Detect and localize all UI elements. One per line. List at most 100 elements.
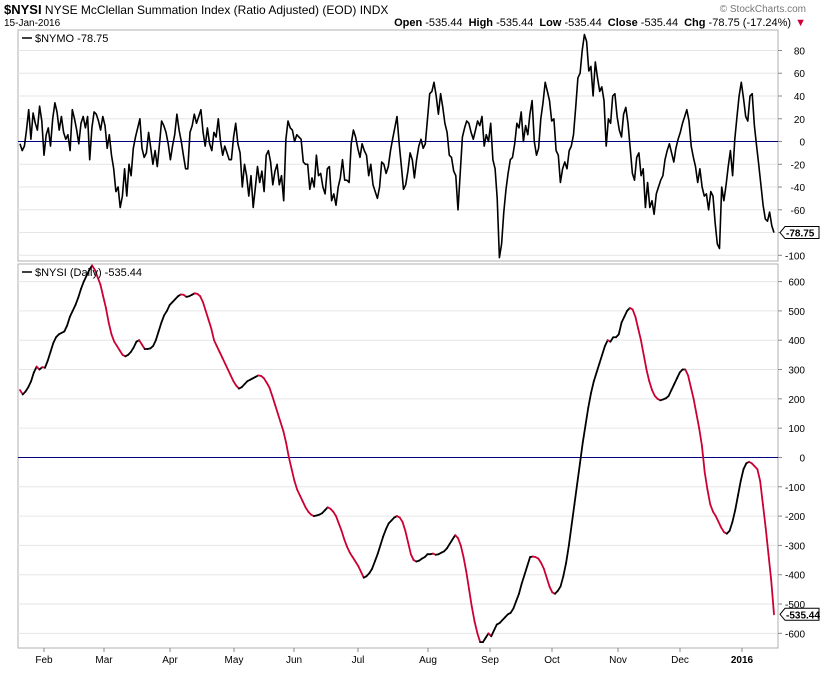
nysi-line-segment <box>730 522 733 531</box>
nysi-line-segment <box>214 340 217 346</box>
nysi-line-segment <box>691 387 694 399</box>
nysi-line-segment <box>541 563 544 569</box>
nysi-line-segment <box>563 563 566 576</box>
nysi-line-segment <box>386 523 389 529</box>
y-tick-label-nysi: 200 <box>788 395 805 406</box>
nysi-line-segment <box>109 323 112 335</box>
nysi-line-segment <box>281 422 284 431</box>
quote-value-close: -535.44 <box>638 17 678 29</box>
nysi-line-segment <box>48 352 51 361</box>
y-tick-label-nysi: 500 <box>788 307 805 318</box>
nysi-line-segment <box>744 463 747 469</box>
nysi-line-segment <box>50 343 53 352</box>
nysi-line-segment <box>566 545 569 563</box>
nysi-line-segment <box>380 537 383 546</box>
nysi-line-segment <box>222 358 225 364</box>
nysi-line-segment <box>591 381 594 393</box>
x-tick-label: 2016 <box>731 655 754 666</box>
nysi-line-segment <box>635 317 638 329</box>
nysi-line-segment <box>225 364 228 370</box>
y-tick-label-nymo: -60 <box>791 206 806 217</box>
y-tick-label-nymo: 80 <box>794 46 806 57</box>
nysi-line-segment <box>361 572 364 578</box>
exchange-label: INDX <box>360 3 389 17</box>
nysi-line-segment <box>475 622 478 634</box>
nysi-line-segment <box>70 311 73 317</box>
nysi-line-segment <box>638 328 641 340</box>
nysi-line-segment <box>649 381 652 390</box>
legend-nysi: $NYSI (Daily) -535.44 <box>35 267 142 279</box>
nysi-line-segment <box>674 378 677 384</box>
nysi-line-segment <box>289 457 292 469</box>
nysi-line-segment <box>231 375 234 381</box>
nysi-line-segment <box>342 531 345 540</box>
nysi-line-segment <box>597 364 600 373</box>
x-tick-label: Sep <box>481 655 499 666</box>
y-tick-label-nymo: 40 <box>794 92 806 103</box>
nysi-line-segment <box>580 443 583 464</box>
y-tick-label-nysi: -400 <box>785 571 805 582</box>
quote-label-low: Low <box>539 17 561 29</box>
x-tick-label: Oct <box>544 655 560 666</box>
nysi-line-segment <box>64 326 67 332</box>
nysi-line-segment <box>760 481 763 504</box>
nysi-line-segment <box>646 370 649 382</box>
quote-value-high: -535.44 <box>493 17 533 29</box>
nysi-line-segment <box>78 289 81 298</box>
nysi-line-segment <box>81 282 84 289</box>
quote-label-chg: Chg <box>684 17 705 29</box>
nysi-line-segment <box>228 370 231 376</box>
nysi-line-segment <box>45 361 48 368</box>
nysi-line-segment <box>652 390 655 396</box>
y-tick-label-nymo: -100 <box>785 251 805 262</box>
nysi-line-segment <box>677 372 680 378</box>
x-tick-label: May <box>225 655 244 666</box>
nysi-line-segment <box>624 311 627 317</box>
y-tick-label-nysi: 0 <box>799 453 805 464</box>
index-title: NYSE McClellan Summation Index (Ratio Ad… <box>45 3 356 17</box>
nysi-line-segment <box>477 633 480 642</box>
nysi-line-segment <box>707 490 710 505</box>
nysi-line-segment <box>735 496 738 511</box>
nysi-line-segment <box>106 308 109 323</box>
x-tick-label: Nov <box>609 655 627 666</box>
nysi-line-segment <box>757 469 760 481</box>
quote-value-chg: -78.75 (-17.24%) <box>706 17 792 29</box>
panel-frame-nymo <box>18 30 778 261</box>
y-tick-label-nysi: 400 <box>788 336 805 347</box>
nysi-line-segment <box>741 469 744 481</box>
y-tick-label-nysi: 100 <box>788 424 805 435</box>
nysi-line-segment <box>669 390 672 396</box>
nysi-line-segment <box>688 375 691 387</box>
x-tick-label: Feb <box>35 655 53 666</box>
nysi-line-segment <box>336 516 339 523</box>
nysi-line-segment <box>472 607 475 622</box>
x-tick-label: Apr <box>162 655 178 666</box>
nysi-line-segment <box>347 547 350 553</box>
y-tick-label-nymo: 60 <box>794 69 806 80</box>
nysi-line-segment <box>156 331 159 340</box>
nysi-line-segment <box>31 372 34 381</box>
nysi-line-segment <box>599 355 602 364</box>
nysi-line-segment <box>167 305 170 311</box>
quote-value-low: -535.44 <box>561 17 601 29</box>
nysi-line-segment <box>694 399 697 414</box>
nysi-line-segment <box>641 340 644 355</box>
nysi-line-segment <box>544 569 547 578</box>
nysi-line-segment <box>286 443 289 458</box>
x-tick-label: Jul <box>352 655 365 666</box>
nysi-line-segment <box>710 504 713 511</box>
nysi-line-segment <box>200 296 203 302</box>
nysi-line-segment <box>67 317 70 326</box>
nysi-line-segment <box>161 315 164 322</box>
nysi-line-segment <box>339 523 342 530</box>
nysi-line-segment <box>671 384 674 390</box>
nysi-line-segment <box>272 396 275 405</box>
y-tick-label-nysi: 600 <box>788 278 805 289</box>
nysi-line-segment <box>605 340 608 346</box>
date-label: 15-Jan-2016 <box>4 17 60 30</box>
nysi-line-segment <box>685 370 688 376</box>
nysi-line-segment <box>738 481 741 496</box>
nysi-line-segment <box>283 431 286 443</box>
nymo-line <box>20 35 774 258</box>
